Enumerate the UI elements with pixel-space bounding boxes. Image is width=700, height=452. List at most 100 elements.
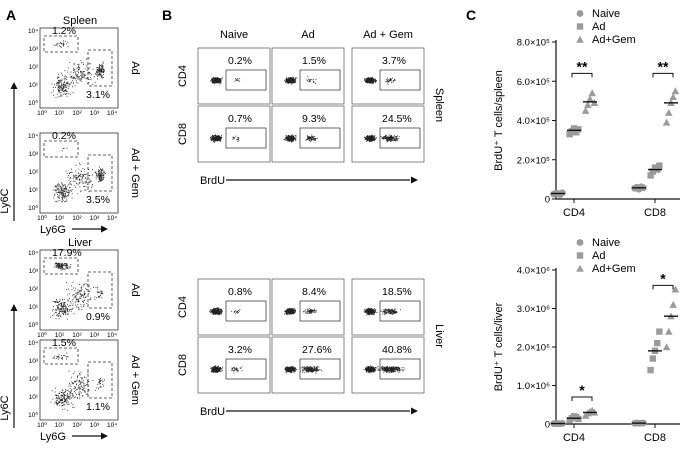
event-dot (65, 400, 67, 402)
event-dot (367, 140, 369, 141)
event-dot (58, 268, 60, 270)
ly6c-gate-percent: 1.2% (52, 25, 76, 37)
event-dot (69, 62, 71, 63)
event-dot (58, 303, 60, 305)
event-dot (217, 138, 219, 139)
event-dot (58, 189, 60, 191)
event-dot (76, 70, 78, 72)
event-dot (287, 139, 289, 141)
event-dot (63, 194, 65, 195)
event-dot (209, 311, 211, 313)
event-dot (72, 303, 74, 305)
event-dot (373, 82, 374, 84)
event-dot (65, 309, 67, 311)
event-dot (218, 80, 220, 82)
event-dot (235, 78, 236, 80)
event-dot (103, 177, 104, 179)
event-dot (315, 138, 316, 139)
event-dot (292, 82, 294, 83)
event-dot (304, 311, 306, 313)
event-dot (288, 81, 290, 83)
event-dot (61, 193, 63, 194)
event-dot (216, 312, 218, 314)
event-dot (307, 310, 308, 312)
event-dot (389, 134, 391, 136)
event-dot (286, 81, 288, 83)
event-dot (69, 298, 70, 300)
event-dot (99, 381, 100, 383)
event-dot (287, 137, 289, 138)
event-dot (76, 388, 78, 390)
event-dot (60, 309, 62, 311)
event-dot (77, 301, 79, 303)
event-dot (395, 136, 397, 137)
event-dot (390, 138, 392, 140)
event-dot (368, 311, 370, 312)
event-dot (63, 185, 65, 187)
event-dot (217, 79, 219, 81)
event-dot (57, 76, 59, 78)
event-dot (54, 355, 56, 357)
event-dot (97, 383, 99, 385)
event-dot (63, 309, 65, 311)
brdu-plot: 8.4% (271, 278, 345, 336)
event-dot (387, 311, 389, 313)
event-dot (369, 312, 371, 314)
event-dot (101, 180, 103, 181)
event-dot (368, 314, 370, 316)
event-dot (86, 173, 88, 175)
event-dot (310, 309, 312, 311)
event-dot (78, 284, 80, 285)
event-dot (367, 81, 368, 83)
event-dot (221, 311, 223, 313)
event-dot (86, 64, 88, 66)
event-dot (285, 136, 287, 138)
event-dot (372, 311, 373, 313)
event-dot (63, 83, 65, 85)
event-dot (383, 136, 385, 138)
event-dot (292, 139, 294, 141)
event-dot (64, 188, 66, 189)
event-dot (238, 138, 240, 139)
event-dot (60, 86, 62, 87)
event-dot (371, 78, 373, 80)
event-dot (371, 79, 373, 81)
event-dot (309, 80, 311, 82)
event-dot (394, 139, 395, 141)
event-dot (55, 302, 57, 304)
event-dot (212, 313, 214, 315)
event-dot (386, 311, 388, 313)
event-dot (217, 136, 218, 138)
gate-percent: 24.5% (382, 113, 412, 125)
event-dot (211, 310, 213, 312)
event-dot (85, 74, 87, 76)
event-dot (83, 64, 84, 65)
event-dot (217, 139, 219, 141)
event-dot (60, 302, 62, 304)
event-dot (78, 392, 80, 394)
event-dot (294, 138, 296, 140)
event-dot (364, 139, 366, 140)
event-dot (211, 136, 213, 138)
event-dot (64, 70, 66, 72)
event-dot (79, 293, 81, 295)
event-dot (100, 71, 102, 73)
event-dot (372, 312, 374, 313)
event-dot (66, 43, 67, 45)
event-dot (386, 135, 387, 137)
event-dot (61, 396, 63, 398)
event-dot (55, 310, 57, 311)
event-dot (388, 81, 390, 83)
event-dot (59, 82, 61, 83)
event-dot (307, 135, 309, 137)
event-dot (68, 83, 70, 85)
event-dot (237, 310, 239, 311)
event-dot (288, 79, 290, 81)
event-dot (213, 82, 215, 84)
event-dot (386, 136, 388, 138)
event-dot (369, 311, 371, 312)
event-dot (75, 174, 77, 176)
event-dot (390, 312, 392, 314)
event-dot (285, 312, 287, 314)
event-dot (65, 268, 67, 270)
